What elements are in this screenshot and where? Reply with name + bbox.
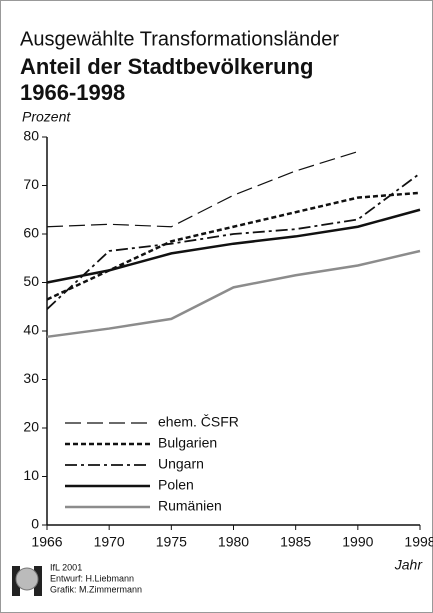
chart-title: Ausgewählte Transformationsländer	[20, 28, 339, 50]
series-line	[46, 208, 421, 284]
y-tick-label: 70	[23, 176, 39, 192]
legend-bg	[154, 435, 230, 453]
y-tick-label: 40	[23, 322, 39, 338]
legend-bg	[154, 477, 230, 495]
chart-subtitle: 1966-1998	[20, 80, 125, 105]
legend-bg	[154, 456, 230, 474]
y-tick-label: 0	[31, 516, 39, 532]
x-tick-label: 1985	[280, 534, 311, 550]
series-line	[46, 150, 359, 228]
x-tick-label: 1980	[218, 534, 249, 550]
chart-subtitle: Anteil der Stadtbevölkerung	[20, 54, 313, 79]
legend-label: Polen	[158, 477, 194, 493]
y-axis-label: Prozent	[22, 109, 71, 125]
x-tick-label: 1975	[156, 534, 187, 550]
series-line	[46, 249, 421, 339]
x-tick-label: 1966	[31, 534, 62, 550]
y-tick-label: 10	[23, 467, 39, 483]
legend-bg	[154, 498, 230, 516]
y-tick-label: 80	[23, 128, 39, 144]
legend-label: Bulgarien	[158, 435, 217, 451]
y-tick-label: 20	[23, 419, 39, 435]
y-tick-label: 50	[23, 273, 39, 289]
legend-label: Rumänien	[158, 498, 222, 514]
legend-label: ehem. ČSFR	[158, 414, 239, 430]
x-tick-label: 1970	[94, 534, 125, 550]
credit: Entwurf: H.Liebmann	[50, 573, 134, 583]
x-tick-label: 1998	[404, 534, 433, 550]
series-line	[46, 172, 421, 310]
credit: IfL 2001	[50, 562, 82, 572]
credit: Grafik: M.Zimmermann	[50, 584, 142, 594]
y-tick-label: 60	[23, 225, 39, 241]
logo	[12, 566, 42, 596]
x-tick-label: 1990	[342, 534, 373, 550]
y-tick-label: 30	[23, 370, 39, 386]
legend-bg	[154, 414, 230, 432]
legend-label: Ungarn	[158, 456, 204, 472]
x-axis-label: Jahr	[394, 557, 424, 573]
